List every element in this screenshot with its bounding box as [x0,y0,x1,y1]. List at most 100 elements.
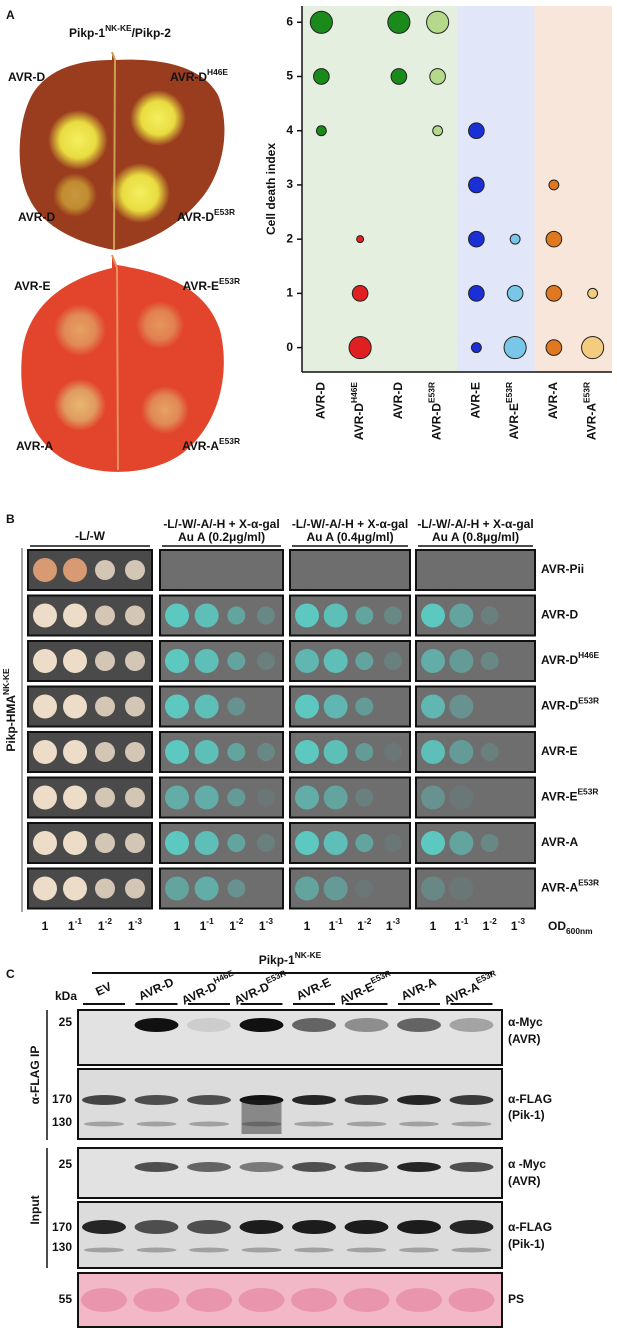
yeast-spot [257,788,275,807]
blot-band [84,1247,124,1253]
yeast-spot [295,876,319,901]
blot-band [292,1162,336,1172]
label-text: AVR-D [391,382,405,419]
leaf-image [21,254,224,472]
yeast-spot [384,652,402,670]
yeast-spot [33,649,57,673]
x-tick-label: AVR-D [314,382,328,419]
yeast-spot [295,831,319,855]
label-text: AVR-A [541,881,578,895]
blot-band [187,1018,231,1032]
label-superscript: E53R [427,382,437,403]
dot [387,10,411,34]
label-text: AVR-A [16,439,53,453]
leaf-label: AVR-E [14,279,50,293]
blot-smear [241,1100,282,1134]
label-superscript: E53R [369,968,392,986]
label-superscript: E53R [264,968,287,986]
yeast-spot [165,876,189,901]
dot [509,233,521,245]
label-text: /Pikp-2 [132,26,172,40]
yeast-spot [227,743,246,761]
label-text: AVR-E [183,279,219,293]
label-text: EV [93,980,113,999]
yeast-spot [257,606,275,625]
yeast-spot [384,743,402,761]
yeast-spot [63,694,87,719]
label-text: AVR-D [177,210,214,224]
yeast-spot [227,834,246,852]
yeast-plate [159,549,284,591]
blot-band [397,1018,441,1032]
yeast-spot [480,652,499,670]
yeast-spot [95,878,115,899]
yeast-spot [63,831,87,855]
label-text: Pikp-HMA [4,695,18,752]
yeast-spot [449,603,474,628]
blot-band [292,1095,336,1105]
label-superscript: NK-KE [295,950,322,960]
row-label: AVR-Pii [541,562,584,576]
column-header: Au A (0.4μg/ml) [306,530,393,544]
blot-band [397,1162,441,1172]
lane-label: EV [93,980,113,999]
label-superscript: E53R [578,696,599,706]
blot-band [291,1288,337,1312]
yeast-plate [415,640,536,682]
blot-band [81,1288,127,1312]
dilution-label: 1-1 [454,916,468,933]
label-superscript: E53R [582,382,592,403]
row-label: AVR-DE53R [541,696,599,713]
yeast-spot [194,785,219,810]
marker-label: 55 [59,1292,73,1306]
yeast-spot [480,834,499,852]
label-text: AVR-D [314,382,328,419]
blot-band [134,1220,179,1234]
yeast-spot [165,603,189,628]
blot-band [399,1121,439,1127]
blot-label: α -Myc [508,1157,546,1171]
label-text: Pikp-1 [69,26,105,40]
lane-label: AVR-D [136,975,176,1004]
blot-band [134,1018,179,1032]
blot-label: (Pik-1) [508,1237,545,1251]
yeast-spot [449,785,474,810]
yeast-spot [33,831,57,855]
yeast-spot [95,605,115,626]
dot [351,285,369,302]
blot-band [134,1162,179,1172]
label-superscript: NK-KE [1,668,11,695]
yeast-spot [194,694,219,719]
dilution-label: 1-2 [357,916,371,933]
yeast-spot [323,831,348,855]
blot-band [186,1288,232,1312]
yeast-spot [257,743,275,761]
dot [429,68,446,85]
yeast-spot [384,834,402,852]
dot [503,336,527,360]
label-text: AVR-E [541,790,577,804]
blot-band [344,1162,389,1172]
label-superscript: E53R [577,787,598,797]
label-text: AVR-E [541,744,577,758]
blot-band [449,1220,494,1234]
yeast-spot [257,652,275,670]
dilution-label: 1-3 [128,916,142,933]
blot-band [239,1018,284,1032]
blot-band [449,1018,494,1032]
yeast-spot [194,740,219,764]
y-tick-label: 4 [286,123,293,137]
yeast-spot [295,740,319,764]
yeast-spot [449,694,474,719]
label-text: 1 [174,919,181,933]
blot-band [239,1220,284,1234]
yeast-spot [125,696,145,717]
yeast-spot [227,879,246,898]
yeast-spot [295,694,319,719]
column-header: -L/-W/-A/-H + X-α-gal [163,517,279,531]
label-superscript: -1 [75,916,83,926]
column-header: Au A (0.8μg/ml) [432,530,519,544]
leaf-label: AVR-EE53R [183,276,240,293]
label-superscript: -3 [393,916,401,926]
yeast-spot [95,560,115,580]
